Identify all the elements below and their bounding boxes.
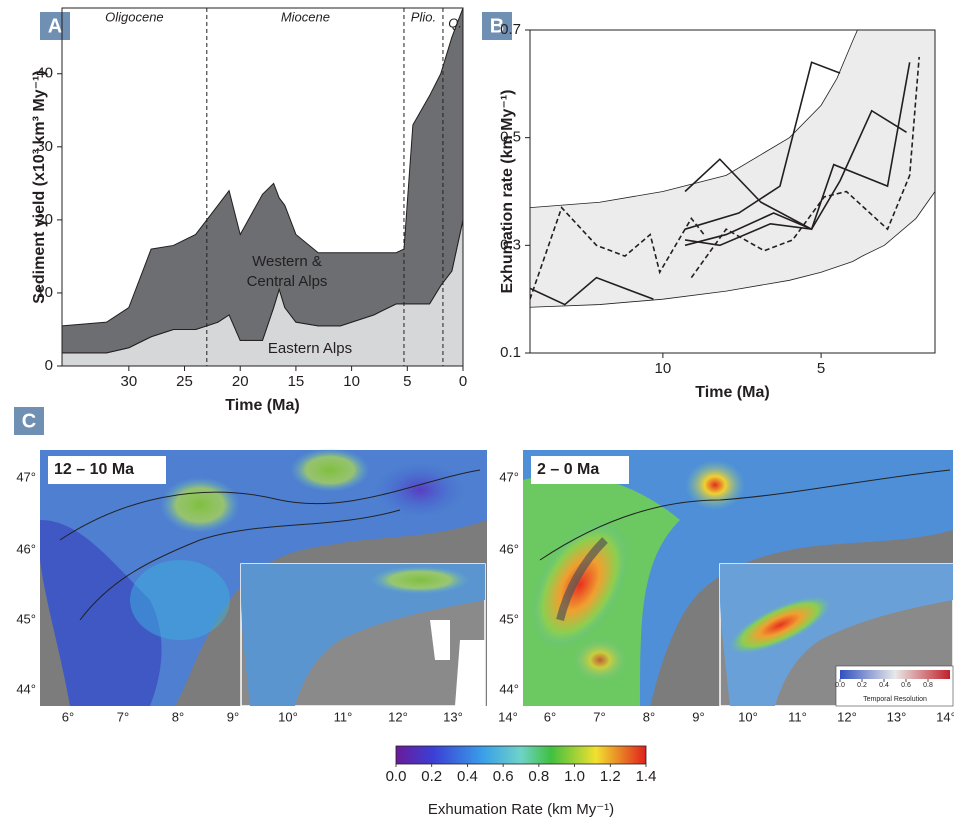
x-tick-label: 10 — [343, 373, 360, 390]
plot-frame — [529, 29, 936, 354]
x-tick-label: 5 — [817, 360, 825, 377]
colorbar-tick-label: 0.2 — [857, 682, 867, 689]
annotation: Eastern Alps — [268, 340, 352, 357]
lon-label: 12° — [388, 709, 408, 724]
x-axis-label: Time (Ma) — [225, 397, 299, 414]
y-tick-label: 0 — [45, 357, 53, 374]
y-tick-label: 0.3 — [500, 236, 521, 253]
lat-label: 44° — [16, 681, 36, 696]
colorbar-tick-label: 0.0 — [386, 768, 407, 785]
y-tick-label: 20 — [36, 211, 53, 228]
x-tick-label: 20 — [232, 373, 249, 390]
map-title-box — [48, 456, 166, 484]
colorbar — [395, 745, 647, 765]
panel-badge — [482, 12, 512, 40]
x-tick-label: 5 — [403, 373, 411, 390]
lat-label: 44° — [499, 681, 519, 696]
x-tick-label: 0 — [459, 373, 467, 390]
epoch-label: Oligocene — [105, 9, 164, 24]
panel-badge — [14, 407, 44, 435]
map-title-box — [531, 456, 629, 484]
x-tick-label: 25 — [176, 373, 193, 390]
panel-badge — [40, 12, 70, 40]
y-tick-label: 40 — [36, 65, 53, 82]
lon-label: 9° — [227, 709, 239, 724]
line — [690, 56, 920, 279]
lat-label: 45° — [16, 611, 36, 626]
y-tick-label: 0.7 — [500, 21, 521, 38]
line — [530, 206, 705, 300]
lon-label: 10° — [278, 709, 298, 724]
lat-label: 45° — [499, 611, 519, 626]
y-tick-label: 0.5 — [500, 129, 521, 146]
lon-label: 6° — [544, 709, 556, 724]
map-right — [523, 450, 954, 707]
lon-label: 8° — [172, 709, 184, 724]
colorbar-label: Temporal Resolution — [863, 696, 927, 703]
lon-label: 11° — [334, 709, 353, 724]
colorbar-tick-label: 0.6 — [493, 768, 514, 785]
y-tick-label: 30 — [36, 138, 53, 155]
epoch-label: Plio. — [411, 9, 436, 24]
lon-label: 7° — [117, 709, 129, 724]
y-tick-label: 10 — [36, 284, 53, 301]
plot-area — [530, 30, 935, 308]
lon-label: 9° — [692, 709, 704, 724]
epoch-label: Q. — [448, 15, 462, 30]
lat-label: 47° — [499, 469, 519, 484]
annotation: Western & — [252, 253, 322, 270]
annotation: Central Alps — [247, 273, 328, 290]
lon-label: 13° — [443, 709, 463, 724]
line — [530, 276, 654, 306]
colorbar-tick-label: 0.0 — [835, 682, 845, 689]
colorbar-tick-label: 1.0 — [564, 768, 585, 785]
colorbar-tick-label: 1.2 — [600, 768, 621, 785]
colorbar-tick-label: 0.6 — [901, 682, 911, 689]
colorbar-tick-label: 1.4 — [636, 768, 657, 785]
panel-letter: A — [48, 15, 62, 37]
x-tick-label: 30 — [120, 373, 137, 390]
x-tick-label: 15 — [288, 373, 305, 390]
lat-label: 46° — [16, 541, 36, 556]
panel-letter: B — [490, 15, 504, 37]
x-tick-label: 10 — [655, 360, 672, 377]
x-axis-label: Time (Ma) — [695, 384, 769, 401]
epoch-label: Miocene — [281, 9, 330, 24]
lon-label: 6° — [62, 709, 74, 724]
y-axis-label: Sediment yield (x10³ km³ My⁻¹) — [31, 70, 48, 303]
plot-area — [62, 8, 463, 366]
colorbar-tick-label: 0.8 — [528, 768, 549, 785]
y-tick-label: 0.1 — [500, 344, 521, 361]
line — [684, 61, 841, 230]
lon-label: 11° — [788, 709, 807, 724]
map-left — [40, 448, 487, 707]
colorbar-tick-label: 0.4 — [457, 768, 478, 785]
colorbar-tick-label: 0.2 — [421, 768, 442, 785]
colorbar-label: Exhumation Rate (km My⁻¹) — [428, 801, 614, 818]
lon-label: 7° — [593, 709, 605, 724]
plot-frame — [61, 7, 464, 367]
area — [62, 8, 463, 354]
lon-label: 8° — [643, 709, 655, 724]
y-axis-label: Exhumation rate (km My⁻¹) — [499, 89, 516, 293]
colorbar-tick-label: 0.8 — [923, 682, 933, 689]
lat-label: 46° — [499, 541, 519, 556]
lon-label: 12° — [837, 709, 857, 724]
envelope — [530, 30, 935, 308]
lon-label: 14° — [936, 709, 954, 724]
map-title: 12 – 10 Ma — [54, 461, 134, 478]
colorbar-tick-label: 0.4 — [879, 682, 889, 689]
lon-label: 14° — [498, 709, 518, 724]
panel-letter: C — [22, 410, 36, 432]
map-title: 2 – 0 Ma — [537, 461, 599, 478]
line — [684, 158, 812, 230]
line — [684, 62, 911, 247]
lat-label: 47° — [16, 469, 36, 484]
lon-label: 10° — [738, 709, 758, 724]
lon-label: 13° — [887, 709, 907, 724]
